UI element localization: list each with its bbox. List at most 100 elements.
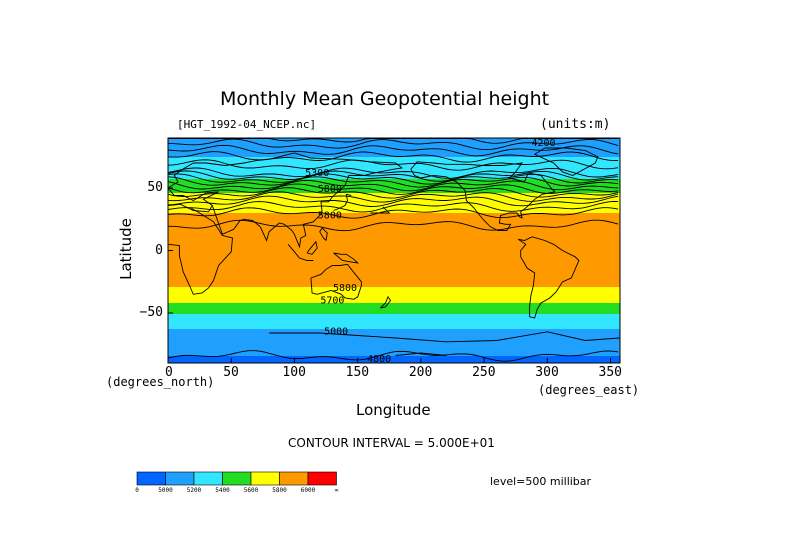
- colour-band-row: [168, 187, 620, 189]
- colour-band-row: [168, 316, 620, 318]
- colour-band-row: [168, 353, 620, 355]
- colour-band-row: [168, 346, 620, 348]
- colour-band-row: [168, 163, 620, 165]
- colour-band-row: [168, 231, 620, 233]
- colour-band-row: [168, 251, 620, 253]
- colour-band-row: [168, 339, 620, 341]
- colour-band-row: [168, 184, 620, 186]
- coastline-segment: [287, 244, 314, 261]
- colour-band-row: [168, 264, 620, 266]
- colour-band-row: [168, 228, 620, 230]
- colour-band-row: [168, 153, 620, 155]
- colour-band-row: [168, 240, 620, 242]
- colour-band-row: [168, 175, 620, 177]
- colour-band-row: [168, 189, 620, 191]
- colour-band-row: [168, 322, 620, 324]
- colour-band-row: [168, 265, 620, 267]
- colour-band-row: [168, 271, 620, 273]
- coastline-segment: [168, 207, 233, 295]
- colour-band-row: [168, 355, 620, 357]
- contour-line: [168, 187, 619, 199]
- colour-band-row: [168, 273, 620, 275]
- colour-band-row: [168, 151, 620, 153]
- colorbar-swatch: [193, 471, 223, 486]
- colour-band-row: [168, 358, 620, 360]
- x-tick-label: 50: [223, 365, 239, 380]
- colorbar-label: 6000: [300, 487, 316, 494]
- colour-band-row: [168, 359, 620, 361]
- x-tick-label: 350: [598, 365, 622, 380]
- colour-band-row: [168, 150, 620, 152]
- colour-band-row: [168, 165, 620, 167]
- colour-band-row: [168, 147, 620, 149]
- colour-band-row: [168, 167, 620, 169]
- colour-band-row: [168, 241, 620, 243]
- colour-band-row: [168, 298, 620, 300]
- colour-band-row: [168, 159, 620, 161]
- colorbar-label: 5600: [243, 487, 259, 494]
- colour-band-row: [168, 194, 620, 196]
- colour-band-row: [168, 278, 620, 280]
- colour-band-row: [168, 234, 620, 236]
- x-tick-label: 0: [165, 365, 173, 380]
- coastline-segment: [306, 240, 318, 255]
- colour-band-row: [168, 236, 620, 238]
- colour-band-row: [168, 262, 620, 264]
- colour-band-row: [168, 328, 620, 330]
- colour-band-row: [168, 349, 620, 351]
- colorbar-label: 5000: [158, 487, 173, 494]
- colour-band-row: [168, 318, 620, 320]
- contour-line: [168, 138, 619, 144]
- colorbar-label: 5200: [186, 487, 202, 494]
- colour-band-row: [168, 201, 620, 203]
- colour-band-row: [168, 243, 620, 245]
- coastline-segment: [333, 193, 352, 211]
- colour-band-row: [168, 248, 620, 250]
- colour-band-row: [168, 239, 620, 241]
- colour-band-row: [168, 307, 620, 309]
- x-tick-label: 200: [408, 365, 433, 380]
- colour-band-row: [168, 321, 620, 323]
- colour-band-row: [168, 329, 620, 331]
- colour-band-row: [168, 256, 620, 258]
- colorbar: [136, 471, 337, 486]
- colour-band-row: [168, 341, 620, 343]
- colour-band-row: [168, 229, 620, 231]
- colour-band-row: [168, 176, 620, 178]
- colour-band-row: [168, 168, 620, 170]
- colour-band-row: [168, 260, 620, 262]
- contour-value-label: 5700: [320, 295, 344, 306]
- colour-band-row: [168, 266, 620, 268]
- colour-band-row: [168, 203, 620, 205]
- y-tick-label: 50: [147, 180, 163, 195]
- colour-band-row: [168, 233, 620, 235]
- colour-band-row: [168, 207, 620, 209]
- colour-band-row: [168, 139, 620, 141]
- contour-value-label: 5300: [305, 168, 329, 179]
- colorbar-label: 5400: [215, 487, 230, 494]
- contour-line: [168, 200, 619, 213]
- colour-band-row: [168, 334, 620, 336]
- colour-band-row: [168, 336, 620, 338]
- colour-band-row: [168, 350, 620, 352]
- colour-band-row: [168, 347, 620, 349]
- colour-band-row: [168, 287, 620, 289]
- colour-band-row: [168, 155, 620, 157]
- colour-band-row: [168, 324, 620, 326]
- colour-band-row: [168, 270, 620, 272]
- colour-band-row: [168, 295, 620, 297]
- colour-band-row: [168, 311, 620, 313]
- contour-value-label: 4200: [531, 138, 555, 149]
- colour-band-row: [168, 284, 620, 286]
- contour-line: [168, 176, 619, 188]
- colour-band-row: [168, 235, 620, 237]
- contour-line: [168, 173, 619, 185]
- colour-band-row: [168, 227, 620, 229]
- colour-band-row: [168, 181, 620, 183]
- colour-band-row: [168, 185, 620, 187]
- colour-band-row: [168, 149, 620, 151]
- colour-band-row: [168, 209, 620, 211]
- coastline-segment: [269, 331, 620, 343]
- colour-band-row: [168, 223, 620, 225]
- colorbar-swatch: [165, 471, 195, 486]
